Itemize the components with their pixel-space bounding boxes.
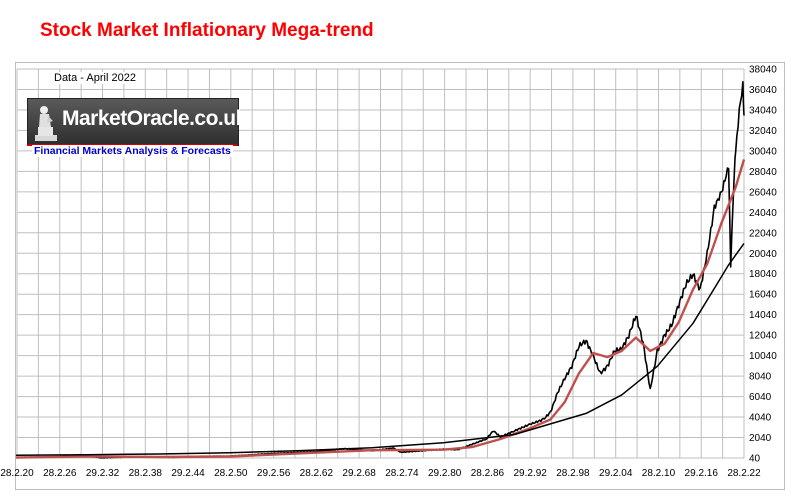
x-tick-label: 28.2.98	[556, 468, 590, 479]
logo-tagline: Financial Markets Analysis & Forecasts	[32, 145, 233, 157]
y-tick-label: 32040	[749, 126, 777, 137]
x-tick-label: 28.2.26	[43, 468, 77, 479]
y-tick-label: 16040	[749, 290, 777, 301]
y-tick-label: 2040	[749, 433, 772, 444]
x-tick-label: 28.2.74	[385, 468, 419, 479]
x-tick-label: 29.2.80	[428, 468, 462, 479]
x-tick-label: 29.2.16	[685, 468, 719, 479]
x-tick-label: 28.2.50	[214, 468, 248, 479]
x-tick-label: 29.2.04	[599, 468, 633, 479]
series-layer	[15, 81, 746, 459]
y-tick-label: 18040	[749, 269, 777, 280]
y-tick-label: 12040	[749, 331, 777, 342]
y-tick-label: 36040	[749, 85, 777, 96]
y-tick-label: 40	[749, 454, 761, 465]
market-oracle-logo: MarketOracle.co.uk	[27, 98, 247, 146]
y-axis-ticks: 40 2040 4040 6040 8040 10040 12040 14040 16040 18…	[749, 65, 777, 465]
x-tick-label: 28.2.62	[300, 468, 334, 479]
y-tick-label: 22040	[749, 228, 777, 239]
y-tick-label: 10040	[749, 351, 777, 362]
y-tick-label: 34040	[749, 105, 777, 116]
y-tick-label: 14040	[749, 310, 777, 321]
y-tick-label: 38040	[749, 65, 777, 76]
x-tick-label: 29.2.32	[86, 468, 120, 479]
y-tick-label: 30040	[749, 146, 777, 157]
thinker-statue-icon	[35, 106, 57, 141]
moving-average-line	[15, 159, 746, 459]
x-tick-label: 29.2.44	[171, 468, 205, 479]
x-tick-label: 28.2.38	[129, 468, 163, 479]
x-tick-label: 28.2.20	[0, 468, 34, 479]
y-tick-label: 6040	[749, 392, 772, 403]
chart-title: Stock Market Inflationary Mega-trend	[40, 20, 374, 41]
y-tick-label: 20040	[749, 249, 777, 260]
exponential-trend-line	[15, 242, 745, 457]
x-axis-ticks: 28.2.20 28.2.26 29.2.32 28.2.38 29.2.44 28.2.…	[0, 468, 761, 479]
y-tick-label: 8040	[749, 372, 772, 383]
logo-wordmark: MarketOracle.co.uk	[62, 107, 247, 130]
x-tick-label: 28.2.86	[471, 468, 505, 479]
y-tick-label: 28040	[749, 167, 777, 178]
data-date-note: Data - April 2022	[52, 72, 138, 84]
x-tick-label: 28.2.10	[642, 468, 676, 479]
x-tick-label: 29.2.92	[513, 468, 547, 479]
grid-layer	[16, 68, 745, 459]
y-tick-label: 4040	[749, 413, 772, 424]
x-tick-label: 29.2.68	[342, 468, 376, 479]
x-tick-label: 29.2.56	[257, 468, 291, 479]
y-tick-label: 24040	[749, 208, 777, 219]
y-tick-label: 26040	[749, 187, 777, 198]
x-tick-label: 28.2.22	[727, 468, 761, 479]
